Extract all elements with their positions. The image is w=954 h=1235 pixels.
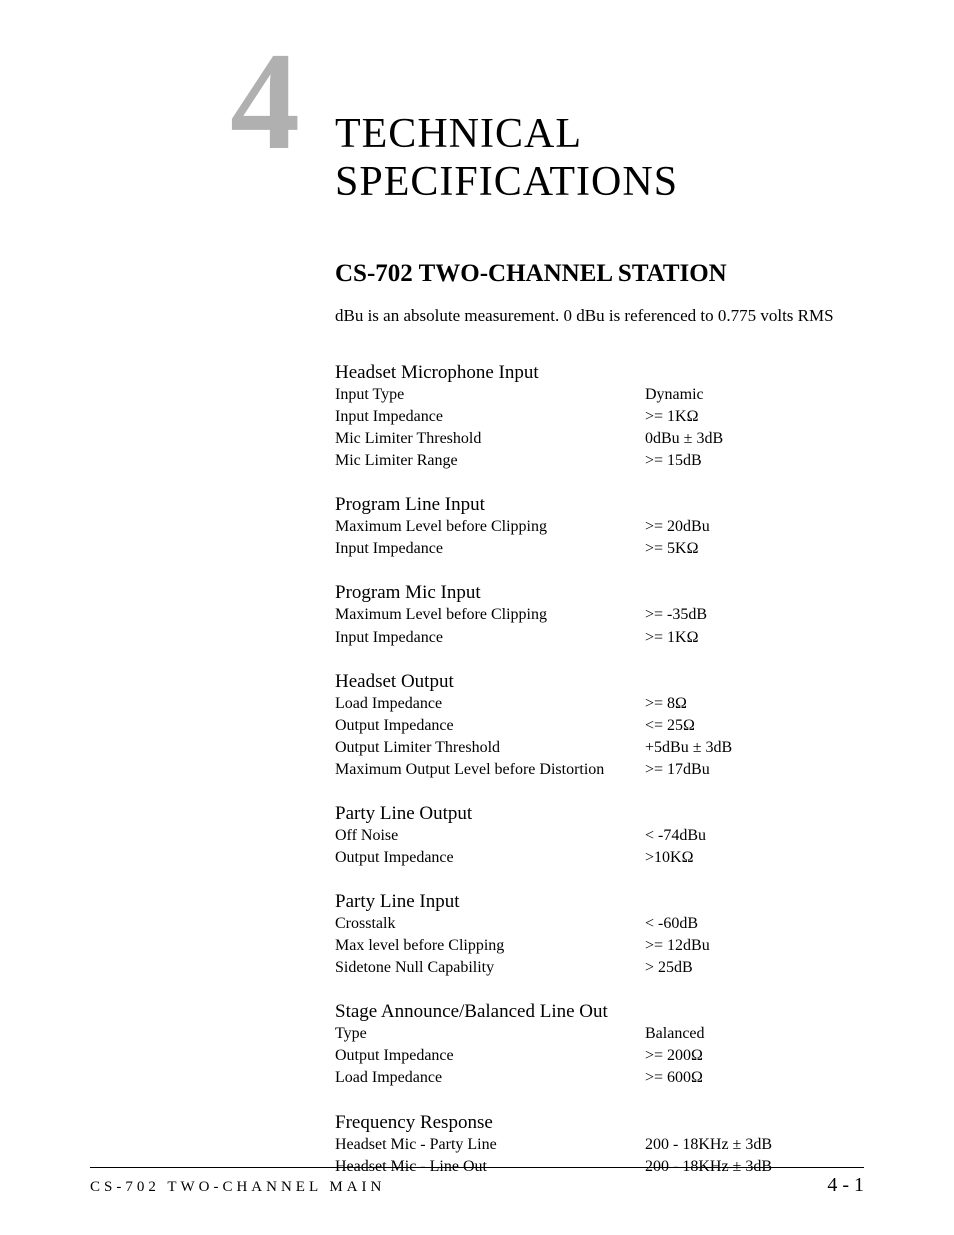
spec-label: Max level before Clipping (335, 935, 645, 957)
spec-section: Program Line InputMaximum Level before C… (335, 494, 864, 560)
spec-label: Headset Mic - Party Line (335, 1134, 645, 1156)
spec-label: Output Impedance (335, 1045, 645, 1067)
spec-row: Max level before Clipping>= 12dBu (335, 935, 864, 957)
spec-value: >10KΩ (645, 847, 864, 869)
spec-section: Program Mic InputMaximum Level before Cl… (335, 582, 864, 648)
spec-section: Party Line OutputOff Noise< -74dBuOutput… (335, 803, 864, 869)
spec-row: Output Limiter Threshold+5dBu ± 3dB (335, 737, 864, 759)
spec-row: Off Noise< -74dBu (335, 825, 864, 847)
spec-row: Mic Limiter Threshold0dBu ± 3dB (335, 428, 864, 450)
chapter-title-line1: TECHNICAL (335, 110, 864, 158)
spec-label: Maximum Level before Clipping (335, 516, 645, 538)
footer-left: CS-702 TWO-CHANNEL MAIN (90, 1179, 385, 1196)
chapter-title-line2: SPECIFICATIONS (335, 158, 864, 206)
spec-row: Input Impedance>= 1KΩ (335, 627, 864, 649)
chapter-header: 4 TECHNICAL SPECIFICATIONS (230, 70, 864, 220)
content: CS-702 TWO-CHANNEL STATION dBu is an abs… (335, 260, 864, 1178)
spec-value: < -74dBu (645, 825, 864, 847)
spec-row: Maximum Level before Clipping>= -35dB (335, 604, 864, 626)
spec-label: Maximum Level before Clipping (335, 604, 645, 626)
spec-value: >= 1KΩ (645, 406, 864, 428)
spec-value: >= 17dBu (645, 759, 864, 781)
spec-label: Output Impedance (335, 847, 645, 869)
section-heading: Headset Output (335, 671, 864, 693)
spec-value: <= 25Ω (645, 715, 864, 737)
spec-row: Maximum Output Level before Distortion>=… (335, 759, 864, 781)
spec-value: > 25dB (645, 957, 864, 979)
spec-row: Input Impedance>= 1KΩ (335, 406, 864, 428)
subtitle: CS-702 TWO-CHANNEL STATION (335, 260, 864, 288)
spec-label: Output Limiter Threshold (335, 737, 645, 759)
spec-row: Sidetone Null Capability> 25dB (335, 957, 864, 979)
spec-value: +5dBu ± 3dB (645, 737, 864, 759)
section-heading: Headset Microphone Input (335, 362, 864, 384)
spec-section: Party Line InputCrosstalk< -60dBMax leve… (335, 891, 864, 979)
section-heading: Frequency Response (335, 1112, 864, 1134)
spec-section: Headset Microphone InputInput TypeDynami… (335, 362, 864, 472)
spec-value: 0dBu ± 3dB (645, 428, 864, 450)
spec-row: Maximum Level before Clipping>= 20dBu (335, 516, 864, 538)
spec-row: Output Impedance>= 200Ω (335, 1045, 864, 1067)
page-footer: CS-702 TWO-CHANNEL MAIN 4 - 1 (90, 1167, 864, 1197)
chapter-title: TECHNICAL SPECIFICATIONS (335, 70, 864, 207)
footer-right: 4 - 1 (827, 1174, 864, 1197)
spec-value: >= 15dB (645, 450, 864, 472)
chapter-number: 4 (230, 32, 300, 172)
spec-value: < -60dB (645, 913, 864, 935)
section-heading: Party Line Input (335, 891, 864, 913)
spec-row: Headset Mic - Party Line200 - 18KHz ± 3d… (335, 1134, 864, 1156)
spec-row: Input TypeDynamic (335, 384, 864, 406)
spec-sections: Headset Microphone InputInput TypeDynami… (335, 362, 864, 1178)
spec-value: >= 200Ω (645, 1045, 864, 1067)
spec-label: Load Impedance (335, 1067, 645, 1089)
spec-label: Maximum Output Level before Distortion (335, 759, 645, 781)
spec-value: >= 1KΩ (645, 627, 864, 649)
spec-label: Mic Limiter Threshold (335, 428, 645, 450)
spec-section: Stage Announce/Balanced Line OutTypeBala… (335, 1001, 864, 1089)
spec-label: Type (335, 1023, 645, 1045)
spec-row: Load Impedance>= 8Ω (335, 693, 864, 715)
spec-value: Balanced (645, 1023, 864, 1045)
spec-section: Headset OutputLoad Impedance>= 8ΩOutput … (335, 671, 864, 781)
spec-label: Mic Limiter Range (335, 450, 645, 472)
spec-value: >= 8Ω (645, 693, 864, 715)
spec-label: Crosstalk (335, 913, 645, 935)
spec-row: Input Impedance>= 5KΩ (335, 538, 864, 560)
section-heading: Stage Announce/Balanced Line Out (335, 1001, 864, 1023)
spec-label: Off Noise (335, 825, 645, 847)
spec-label: Input Impedance (335, 627, 645, 649)
spec-label: Sidetone Null Capability (335, 957, 645, 979)
spec-row: Mic Limiter Range>= 15dB (335, 450, 864, 472)
note-text: dBu is an absolute measurement. 0 dBu is… (335, 306, 864, 326)
spec-value: 200 - 18KHz ± 3dB (645, 1134, 864, 1156)
section-heading: Program Mic Input (335, 582, 864, 604)
footer-rule (90, 1167, 864, 1168)
page: 4 TECHNICAL SPECIFICATIONS CS-702 TWO-CH… (0, 0, 954, 1235)
spec-row: Crosstalk< -60dB (335, 913, 864, 935)
spec-value: >= 20dBu (645, 516, 864, 538)
spec-row: TypeBalanced (335, 1023, 864, 1045)
footer-row: CS-702 TWO-CHANNEL MAIN 4 - 1 (90, 1174, 864, 1197)
spec-label: Load Impedance (335, 693, 645, 715)
spec-label: Input Impedance (335, 538, 645, 560)
section-heading: Party Line Output (335, 803, 864, 825)
spec-value: Dynamic (645, 384, 864, 406)
section-heading: Program Line Input (335, 494, 864, 516)
spec-value: >= 12dBu (645, 935, 864, 957)
spec-label: Output Impedance (335, 715, 645, 737)
spec-value: >= 5KΩ (645, 538, 864, 560)
spec-row: Output Impedance<= 25Ω (335, 715, 864, 737)
spec-value: >= -35dB (645, 604, 864, 626)
spec-row: Output Impedance>10KΩ (335, 847, 864, 869)
spec-label: Input Type (335, 384, 645, 406)
spec-label: Input Impedance (335, 406, 645, 428)
spec-value: >= 600Ω (645, 1067, 864, 1089)
spec-row: Load Impedance>= 600Ω (335, 1067, 864, 1089)
